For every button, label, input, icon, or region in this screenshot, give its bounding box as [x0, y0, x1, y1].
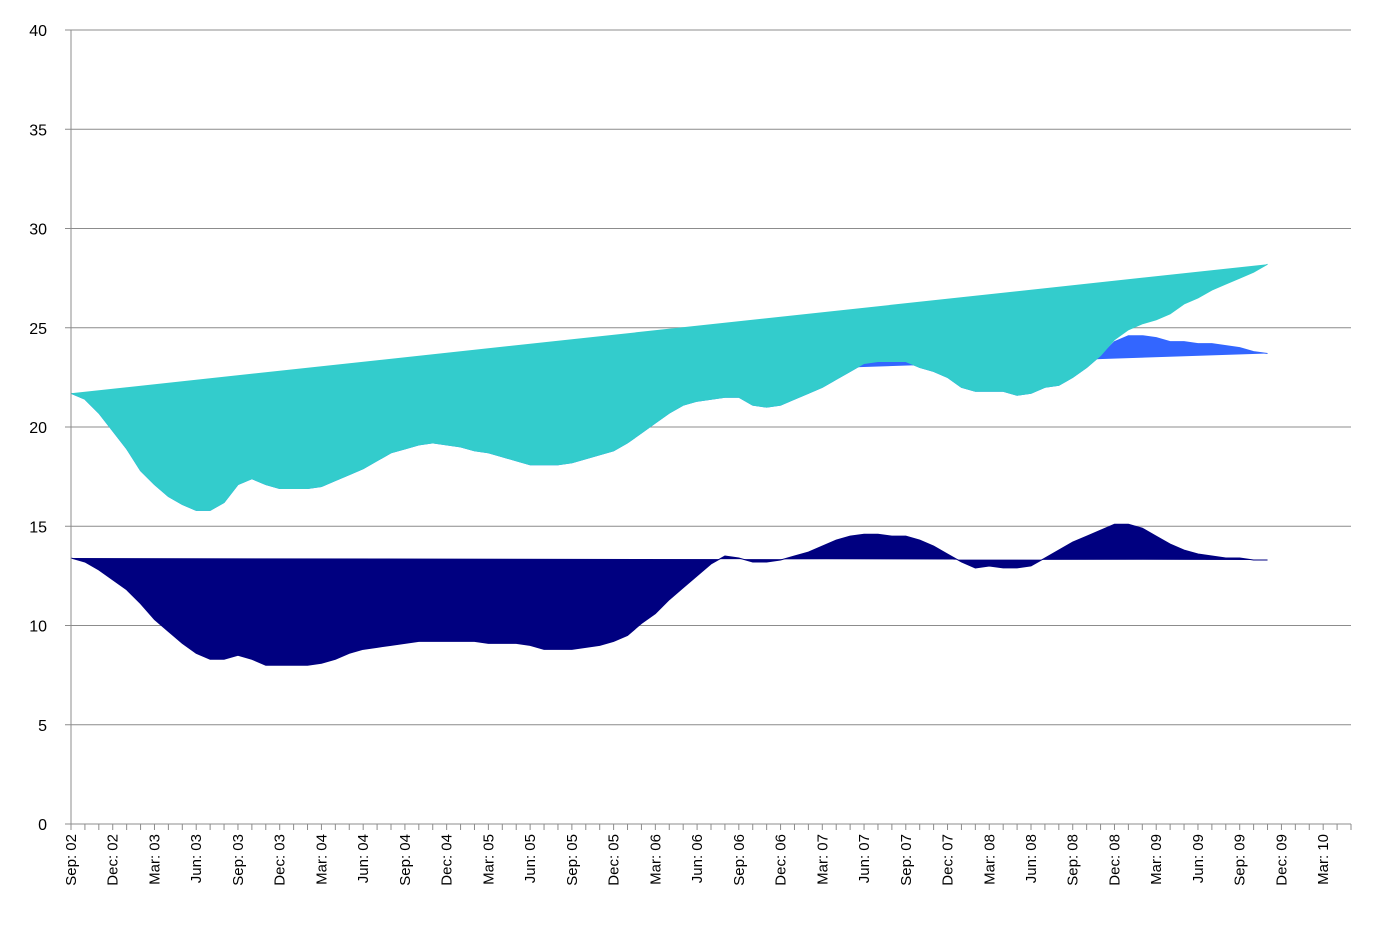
series-labels: SDKUKDHSaS — [1267, 0, 1355, 8]
x-tick-label: Jun: 08 — [1023, 834, 1040, 883]
y-tick-label: 40 — [29, 23, 47, 40]
y-axis-ticks: 0 5 10 15 20 25 30 35 40 — [29, 23, 71, 834]
y-tick-label: 5 — [38, 718, 47, 735]
x-tick-label: Jun: 09 — [1190, 834, 1207, 883]
y-tick-label: 15 — [29, 519, 47, 536]
series-label-sdku: SDKU — [1272, 0, 1355, 8]
x-tick-label: Dec: 05 — [606, 834, 623, 886]
x-tick-label: Sep: 02 — [63, 834, 80, 886]
x-tick-label: Jun: 07 — [856, 834, 873, 883]
x-tick-label: Dec: 03 — [272, 834, 289, 886]
x-tick-label: Sep: 07 — [898, 834, 915, 886]
y-tick-label: 35 — [29, 122, 47, 139]
x-tick-label: Jun: 03 — [188, 834, 205, 883]
series-label-sas: SaS — [1271, 0, 1327, 8]
x-tick-label: Sep: 04 — [397, 834, 414, 886]
y-tick-label: 25 — [29, 321, 47, 338]
x-tick-label: Mar: 05 — [480, 834, 497, 885]
x-tick-label: Mar: 08 — [981, 834, 998, 885]
x-tick-label: Mar: 10 — [1315, 834, 1332, 885]
x-tick-label: Jun: 04 — [355, 834, 372, 883]
x-tick-label: Mar: 03 — [146, 834, 163, 885]
x-axis-ticks: Sep: 02 Dec: 02 Mar: 03 Jun: 03 Sep: 03 Dec: … — [63, 824, 1352, 886]
area-series — [70, 263, 1268, 666]
y-tick-label: 20 — [29, 420, 47, 437]
x-tick-label: Sep: 05 — [564, 834, 581, 886]
x-tick-label: Dec: 09 — [1273, 834, 1290, 886]
series-label-kdh: KDH — [1267, 0, 1332, 8]
x-tick-label: Sep: 09 — [1232, 834, 1249, 886]
x-tick-label: Jun: 06 — [689, 834, 706, 883]
y-tick-label: 30 — [29, 222, 47, 239]
area-sdku — [70, 523, 1268, 666]
x-tick-label: Dec: 02 — [105, 834, 122, 886]
x-tick-label: Sep: 06 — [731, 834, 748, 886]
x-tick-label: Mar: 07 — [814, 834, 831, 885]
y-tick-label: 10 — [29, 619, 47, 636]
x-tick-label: Mar: 09 — [1148, 834, 1165, 885]
x-tick-label: Dec: 06 — [773, 834, 790, 886]
x-tick-label: Dec: 08 — [1106, 834, 1123, 886]
area-sas — [70, 263, 1268, 511]
y-tick-label: 0 — [38, 817, 47, 834]
x-tick-label: Jun: 05 — [522, 834, 539, 883]
x-tick-label: Mar: 06 — [647, 834, 664, 885]
x-tick-label: Mar: 04 — [313, 834, 330, 885]
x-tick-label: Sep: 03 — [230, 834, 247, 886]
x-tick-label: Dec: 07 — [940, 834, 957, 886]
x-tick-label: Dec: 04 — [439, 834, 456, 886]
x-tick-label: Sep: 08 — [1065, 834, 1082, 886]
